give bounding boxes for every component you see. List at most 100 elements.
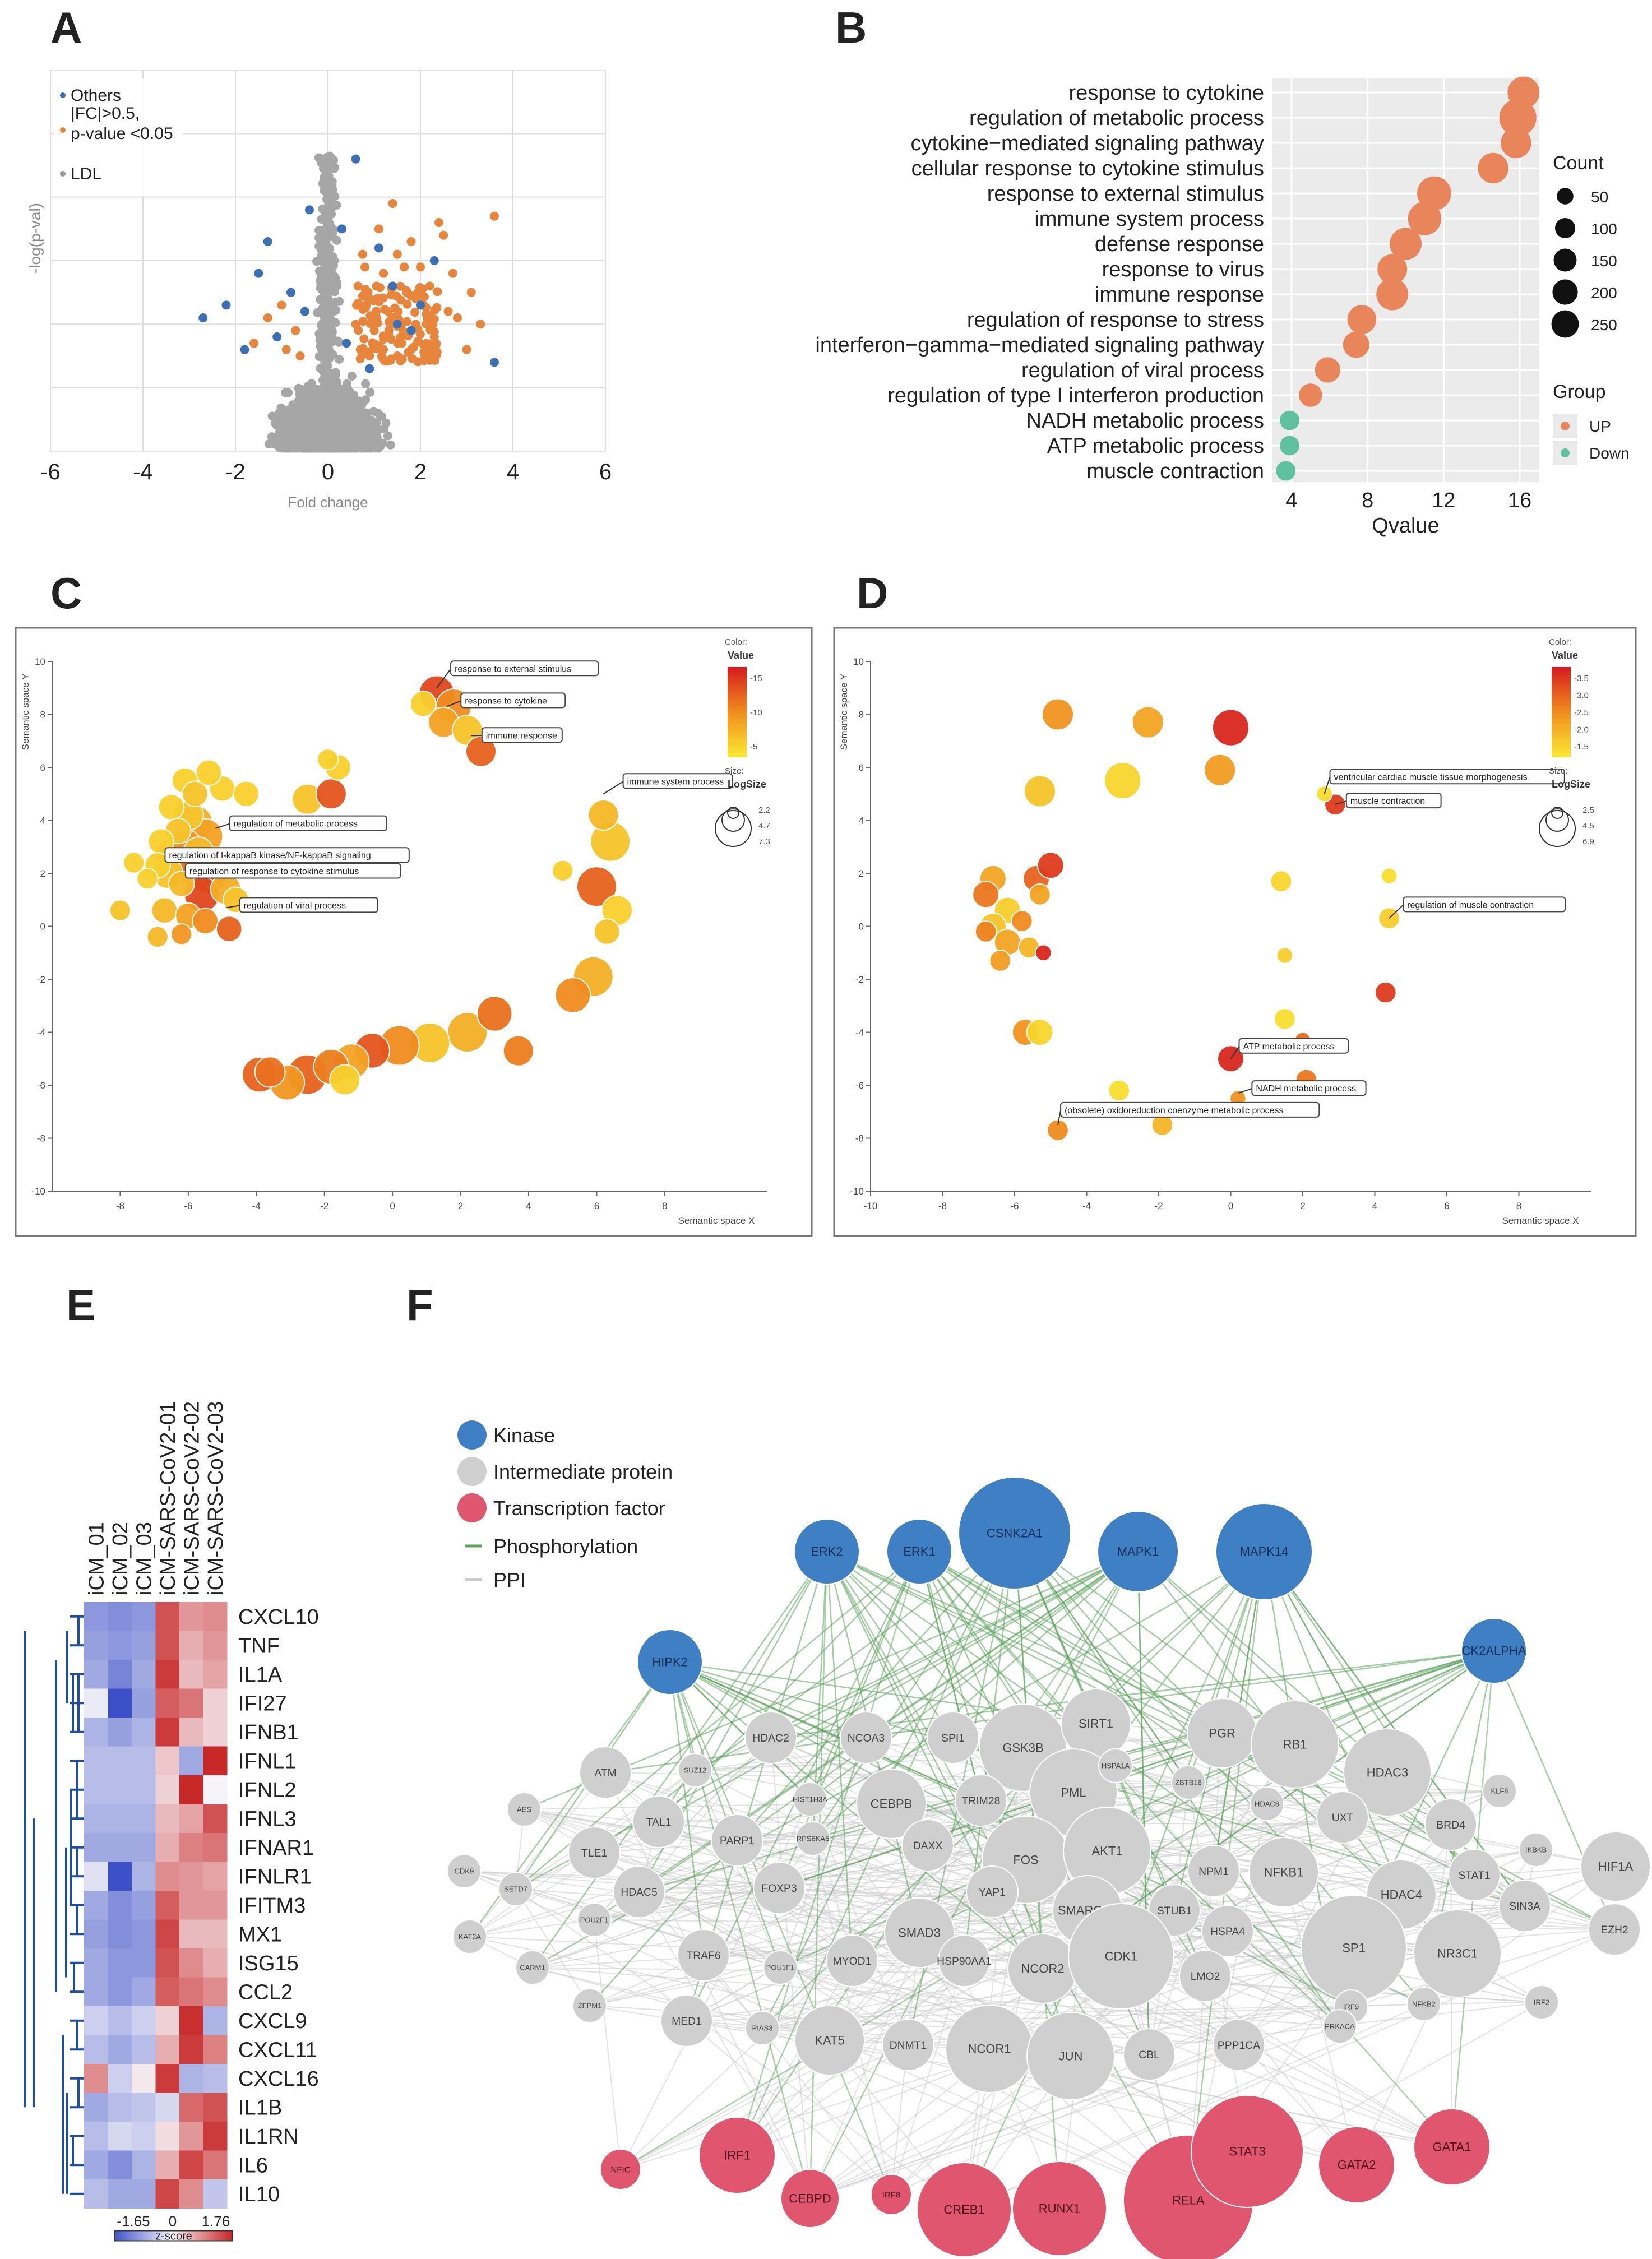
kinase-node: [886, 1519, 952, 1585]
phosphorylation-edge: [826, 1551, 853, 1961]
heatmap-cell: [132, 1919, 156, 1949]
x-tick-label: 6: [594, 1201, 599, 1211]
colorbar-step: [124, 2230, 127, 2241]
y-tick-label: -6: [37, 1080, 45, 1091]
colorbar-step: [164, 2230, 166, 2241]
y-tick-label: 0: [859, 922, 864, 932]
category-label: NADH metabolic process: [1026, 409, 1264, 433]
colorbar-step: [156, 2230, 159, 2241]
ldl-point: [365, 387, 375, 397]
go-term-bubble: [587, 799, 619, 831]
x-tick-label: 8: [662, 1201, 667, 1211]
intermediate-label: PGR: [1209, 1726, 1235, 1740]
intermediate-node: [1098, 1748, 1133, 1783]
x-tick-label: 6: [599, 460, 612, 484]
others-point: [406, 326, 416, 335]
annotation-label: regulation of metabolic process: [233, 820, 357, 829]
colorbar-step: [128, 2230, 131, 2241]
sig-point: [388, 199, 397, 208]
heatmap-cell: [132, 2179, 156, 2209]
heatmap-cell: [132, 2093, 156, 2122]
colorbar-step: [187, 2230, 190, 2241]
term-dot: [1280, 436, 1299, 456]
tf-node: [600, 2149, 641, 2190]
colorbar-step: [1552, 732, 1571, 735]
others-point: [198, 313, 208, 322]
colorbar-step: [728, 707, 747, 710]
colorbar-step: [1552, 676, 1571, 679]
colorbar-step: [119, 2230, 121, 2241]
x-tick-label: 8: [1362, 489, 1373, 512]
panel-letter-a: A: [50, 3, 82, 52]
colorbar-step: [213, 2230, 215, 2241]
intermediate-label: BRD4: [1436, 1820, 1465, 1831]
group-legend-dot: [1561, 422, 1570, 430]
annotation-box: [460, 692, 566, 709]
legend-ldl: LDL: [71, 165, 101, 183]
ldl-point: [320, 401, 329, 411]
heatmap-cell: [155, 1919, 180, 1949]
ldl-point: [320, 206, 330, 216]
size-legend-circle: [715, 810, 752, 847]
heatmap-cell: [203, 1833, 228, 1862]
intermediate-node: [572, 1988, 607, 2023]
heatmap-cell: [179, 1746, 203, 1776]
heatmap-cell: [179, 1775, 203, 1804]
heatmap-cell: [84, 1718, 108, 1747]
colorbar-step: [1552, 667, 1571, 670]
heatmap-cell: [132, 2064, 156, 2093]
panel-letter-c: C: [50, 568, 82, 618]
sig-point: [402, 288, 411, 297]
sig-point: [365, 351, 374, 360]
row-label: IFNB1: [238, 1721, 299, 1744]
colorbar-step: [193, 2230, 196, 2241]
colorbar-step: [172, 2230, 174, 2241]
heatmap-cell: [108, 1602, 132, 1631]
annotation-box: [1403, 896, 1566, 913]
colorbar-step: [142, 2230, 145, 2241]
intermediate-label: NCOA3: [848, 1733, 885, 1744]
ppi-edge: [1188, 1782, 1402, 1895]
annotation-leader: [225, 905, 240, 909]
term-dot: [1499, 99, 1537, 137]
colorbar-step: [728, 748, 747, 751]
heatmap-cell: [84, 1602, 108, 1631]
sig-point: [365, 294, 374, 303]
colorbar-step: [728, 754, 747, 757]
x-tick-label: 4: [507, 460, 519, 484]
colorbar-step: [1552, 734, 1571, 737]
tf-label: STAT3: [1229, 2145, 1265, 2159]
colorbar-step: [1552, 743, 1571, 746]
sig-point: [466, 288, 476, 297]
sig-point: [372, 281, 381, 291]
term-dot: [1315, 357, 1341, 383]
heatmap-cell: [84, 1688, 108, 1718]
panel-letter-f: F: [406, 1280, 433, 1330]
heatmap-cell: [132, 1977, 156, 2007]
go-term-bubble: [1276, 947, 1294, 964]
x-tick-label: 4: [1372, 1201, 1377, 1211]
colorbar-step: [1552, 741, 1571, 744]
row-label: CXCL16: [238, 2067, 319, 2091]
x-tick-label: 2: [414, 460, 427, 484]
intermediate-label: PARP1: [720, 1835, 755, 1847]
term-dot: [1376, 278, 1409, 311]
intermediate-label: KAT2A: [459, 1933, 482, 1941]
go-term-bubble: [151, 897, 178, 924]
sig-point: [419, 292, 429, 302]
heatmap-cell: [155, 1948, 180, 1978]
colorbar-step: [1552, 712, 1571, 715]
intermediate-label: IRF9: [1343, 2003, 1359, 2011]
intermediate-label: HSPA1A: [1102, 1762, 1130, 1770]
tf-label: IRF8: [882, 2190, 901, 2200]
colorbar-step: [728, 716, 747, 719]
heatmap-cell: [132, 1948, 156, 1978]
kinase-node: [958, 1476, 1071, 1590]
heatmap-cell: [203, 2150, 228, 2180]
phosphorylation-edge: [669, 1661, 811, 2199]
colorbar-step: [728, 728, 747, 730]
panel-letter-e: E: [66, 1280, 95, 1330]
intermediate-label: MYOD1: [833, 1956, 872, 1968]
heatmap-cell: [108, 1977, 132, 2007]
ldl-point: [311, 437, 320, 446]
